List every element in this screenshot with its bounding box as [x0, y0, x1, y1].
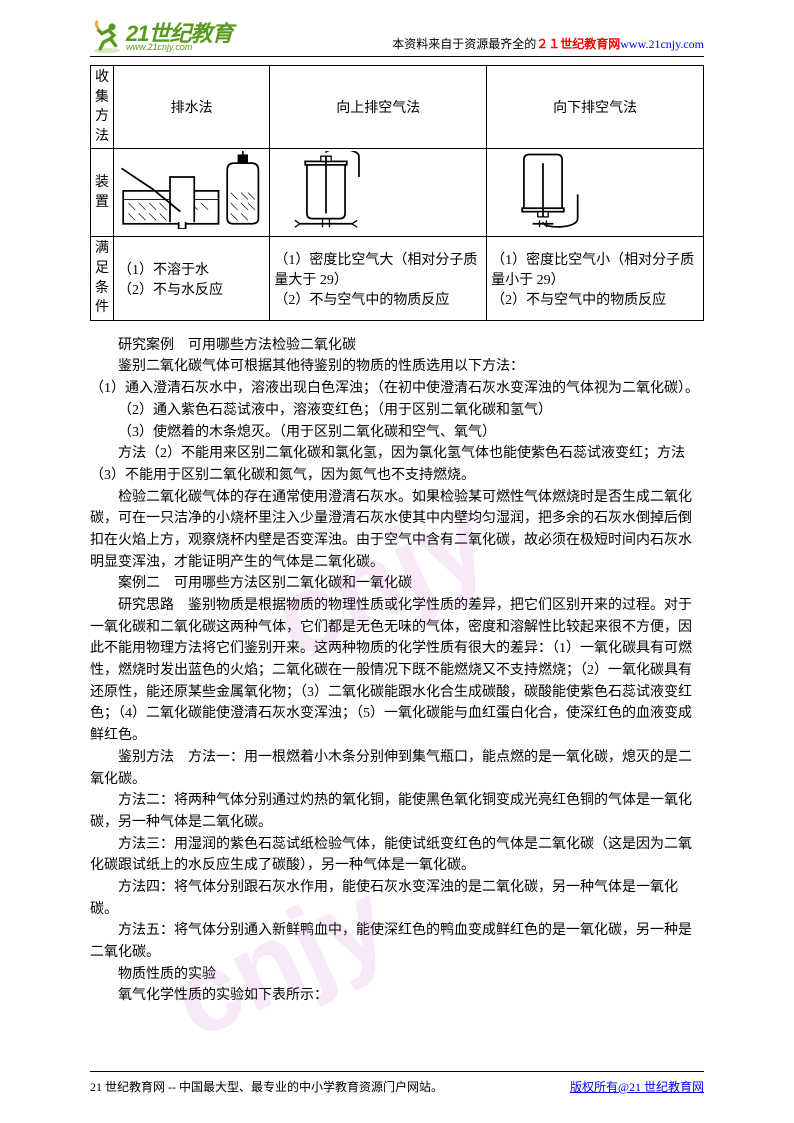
header-source-line: 本资料来自于资源最齐全的２１世纪教育网www.21cnjy.com: [392, 35, 704, 54]
para: 研究思路 鉴别物质是根据物质的物理性质或化学性质的差异，把它们区别开来的过程。对…: [90, 595, 704, 747]
logo: 21世纪教育 www.21cnjy.com: [90, 20, 232, 54]
para: 方法五：将气体分别通入新鲜鸭血中，能使深红色的鸭血变成鲜红色的是一氧化碳，另一种…: [90, 920, 704, 963]
para: 检验二氧化碳气体的存在通常使用澄清石灰水。如果检验某可燃性气体燃烧时是否生成二氧…: [90, 487, 704, 574]
para: 氧气化学性质的实验如下表所示：: [90, 985, 704, 1007]
para: 研究案例 可用哪些方法检验二氧化碳: [90, 335, 704, 357]
cond-0: （1）不溶于水 （2）不与水反应: [114, 237, 270, 320]
para: 鉴别二氧化碳气体可根据其他待鉴别的物质的性质选用以下方法：: [90, 356, 704, 378]
apparatus-water-displacement: [114, 149, 270, 237]
collection-methods-table: 收集方法 排水法 向上排空气法 向下排空气法 装置: [90, 65, 704, 321]
apparatus-upward-air: [270, 149, 487, 237]
para: （3）使燃着的木条熄灭。（用于区别二氧化碳和空气、氧气）: [90, 422, 704, 444]
para: （2）通入紫色石蕊试液中，溶液变红色；（用于区别二氧化碳和氢气）: [90, 400, 704, 422]
page-header: 21世纪教育 www.21cnjy.com 本资料来自于资源最齐全的２１世纪教育…: [90, 20, 704, 57]
apparatus-downward-air: [487, 149, 704, 237]
para: 方法（2）不能用来区别二氧化碳和氯化氢，因为氯化氢气体也能使紫色石蕊试液变红；方…: [90, 443, 704, 486]
para: 案例二 可用哪些方法区别二氧化碳和一氧化碳: [90, 573, 704, 595]
logo-text-url: www.21cnjy.com: [126, 43, 232, 52]
para: 方法四：将气体分别跟石灰水作用，能使石灰水变浑浊的是二氧化碳，另一种气体是一氧化…: [90, 877, 704, 920]
footer-copyright-link[interactable]: 版权所有@21 世纪教育网: [570, 1078, 704, 1095]
cond-1: （1）密度比空气大（相对分子质量大于 29） （2）不与空气中的物质反应: [270, 237, 487, 320]
para: 物质性质的实验: [90, 964, 704, 986]
cond-2: （1）密度比空气小（相对分子质量小于 29） （2）不与空气中的物质反应: [487, 237, 704, 320]
col-header-0: 排水法: [114, 66, 270, 149]
para: 鉴别方法 方法一：用一根燃着小木条分别伸到集气瓶口，能点燃的是一氧化碳，熄灭的是…: [90, 747, 704, 790]
page-footer: 21 世纪教育网 -- 中国最大型、最专业的中小学教育资源门户网站。 版权所有@…: [90, 1071, 704, 1095]
logo-runner-icon: [90, 20, 124, 54]
footer-left: 21 世纪教育网 -- 中国最大型、最专业的中小学教育资源门户网站。: [90, 1078, 443, 1095]
col-header-2: 向下排空气法: [487, 66, 704, 149]
row-label-apparatus: 装置: [91, 149, 114, 237]
row-label-conditions: 满 足 条 件: [91, 237, 114, 320]
row-label-method: 收集方法: [91, 66, 114, 149]
body-text: cnjy cnjy 研究案例 可用哪些方法检验二氧化碳 鉴别二氧化碳气体可根据其…: [90, 335, 704, 1007]
para: （1）通入澄清石灰水中，溶液出现白色浑浊；（在初中使澄清石灰水变浑浊的气体视为二…: [90, 378, 704, 400]
para: 方法二：将两种气体分别通过灼热的氧化铜，能使黑色氧化铜变成光亮红色铜的气体是一氧…: [90, 790, 704, 833]
col-header-1: 向上排空气法: [270, 66, 487, 149]
para: 方法三：用湿润的紫色石蕊试纸检验气体，能使试纸变红色的气体是二氧化碳（这是因为二…: [90, 834, 704, 877]
